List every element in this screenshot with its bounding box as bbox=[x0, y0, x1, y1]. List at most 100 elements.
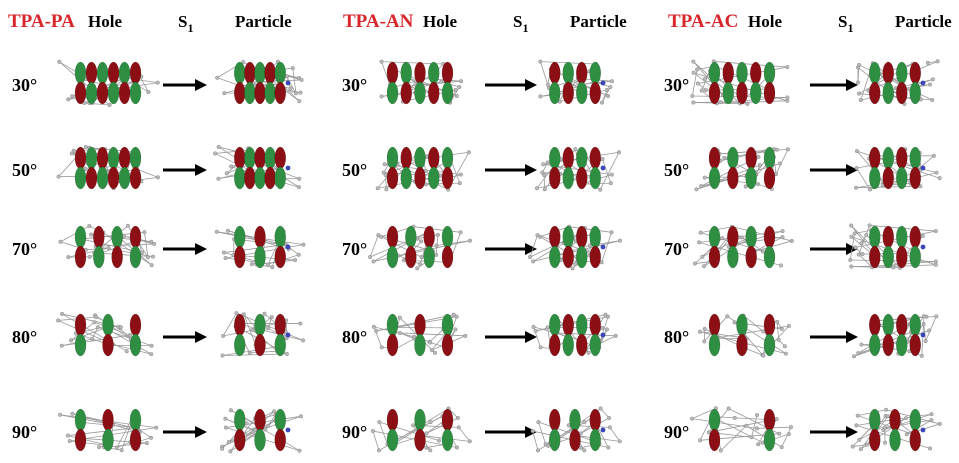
orbital-lobe bbox=[414, 408, 426, 432]
orbital-lobe bbox=[441, 61, 454, 85]
orbital-lobe bbox=[763, 81, 776, 105]
orbital-lobe bbox=[549, 408, 561, 432]
orbital-lobe bbox=[386, 245, 399, 269]
orbital-lobe bbox=[882, 81, 894, 105]
nitrogen-atom bbox=[285, 332, 291, 338]
right-arrow-icon bbox=[485, 243, 537, 255]
orbital-lobe bbox=[102, 408, 114, 432]
right-arrow-icon bbox=[163, 164, 207, 176]
orbital-density-icon bbox=[848, 223, 938, 270]
orbital-lobe bbox=[129, 166, 142, 190]
orbital-lobe bbox=[386, 81, 399, 105]
row-1-1: 30° bbox=[12, 59, 304, 107]
orbital-lobe bbox=[869, 81, 881, 105]
orbital-density-icon bbox=[379, 59, 464, 105]
orbital-lobe bbox=[589, 81, 601, 105]
panel-title: TPA-PA bbox=[8, 11, 75, 32]
orbital-lobe bbox=[74, 146, 87, 170]
right-arrow-icon bbox=[810, 79, 858, 91]
orbital-lobe bbox=[763, 61, 776, 85]
orbital-lobe bbox=[562, 313, 574, 337]
orbital-lobe bbox=[727, 146, 739, 170]
orbital-lobe bbox=[264, 81, 276, 105]
orbital-lobe bbox=[562, 245, 574, 269]
orbital-lobe bbox=[414, 313, 426, 337]
state-header: S1 bbox=[838, 12, 853, 35]
orbital-lobe bbox=[85, 166, 98, 190]
atom-skeleton bbox=[56, 144, 160, 191]
orbital-lobe bbox=[763, 146, 776, 170]
orbital-lobe bbox=[727, 166, 739, 190]
orbital-lobe bbox=[562, 81, 574, 105]
orbital-lobe bbox=[896, 225, 908, 249]
orbital-lobe bbox=[274, 333, 286, 357]
orbital-lobe bbox=[274, 225, 286, 249]
orbital-lobe bbox=[264, 61, 276, 85]
panel-header-1: TPA-PA Hole S1 Particle bbox=[8, 11, 292, 35]
nitrogen-atom bbox=[600, 244, 606, 250]
nitrogen-atom bbox=[285, 80, 291, 86]
orbital-lobe bbox=[441, 428, 454, 452]
angle-label: 80° bbox=[342, 327, 367, 347]
orbital-density-icon bbox=[220, 311, 306, 358]
orbital-lobe bbox=[562, 61, 574, 85]
orbital-lobe bbox=[722, 61, 734, 85]
orbital-lobe bbox=[254, 81, 266, 105]
angle-label: 30° bbox=[342, 75, 367, 95]
orbital-lobe bbox=[129, 61, 142, 85]
orbital-lobe bbox=[423, 225, 435, 249]
nitrogen-atom bbox=[285, 427, 291, 433]
orbital-density-icon bbox=[370, 406, 472, 453]
orbital-lobe bbox=[254, 61, 266, 85]
orbital-lobe bbox=[129, 81, 142, 105]
orbital-lobe bbox=[549, 146, 561, 170]
orbital-lobe bbox=[589, 166, 601, 190]
orbital-lobe bbox=[909, 408, 921, 432]
orbital-lobe bbox=[118, 81, 131, 105]
right-arrow-icon bbox=[810, 331, 858, 343]
orbital-lobe bbox=[562, 333, 574, 357]
orbital-lobe bbox=[74, 81, 87, 105]
orbital-lobe bbox=[569, 428, 581, 452]
orbital-lobe bbox=[909, 61, 921, 85]
orbital-lobe bbox=[549, 61, 561, 85]
orbital-lobe bbox=[74, 225, 87, 249]
angle-label: 90° bbox=[664, 422, 689, 442]
orbital-lobe bbox=[244, 166, 256, 190]
right-arrow-icon bbox=[163, 331, 207, 343]
panel-title: TPA-AC bbox=[668, 11, 738, 32]
orbital-lobe bbox=[234, 166, 246, 190]
angle-label: 80° bbox=[12, 327, 37, 347]
orbital-lobe bbox=[85, 81, 98, 105]
orbital-density-icon bbox=[850, 407, 942, 452]
orbital-lobe bbox=[549, 81, 561, 105]
orbital-density-icon bbox=[854, 146, 942, 192]
orbital-lobe bbox=[763, 428, 776, 452]
row-1-4: 80° bbox=[12, 311, 306, 358]
row-2-3: 70° bbox=[342, 224, 622, 271]
row-1-2: 50° bbox=[12, 144, 302, 191]
atom-skeleton bbox=[57, 59, 160, 107]
nitrogen-atom bbox=[600, 332, 606, 338]
orbital-lobe bbox=[74, 166, 87, 190]
orbital-lobe bbox=[274, 245, 286, 269]
right-arrow-icon bbox=[163, 79, 207, 91]
orbital-lobe bbox=[589, 225, 601, 249]
orbital-lobe bbox=[234, 225, 246, 249]
orbital-lobe bbox=[264, 146, 276, 170]
orbital-lobe bbox=[869, 166, 881, 190]
nitrogen-atom bbox=[600, 427, 606, 433]
orbital-lobe bbox=[909, 333, 921, 357]
row-3-5: 90° bbox=[664, 406, 942, 453]
orbital-density-icon bbox=[531, 312, 618, 357]
orbital-lobe bbox=[274, 428, 286, 452]
right-arrow-icon bbox=[485, 164, 537, 176]
orbital-lobe bbox=[400, 146, 412, 170]
orbital-lobe bbox=[736, 61, 748, 85]
orbital-lobe bbox=[889, 408, 901, 432]
orbital-lobe bbox=[882, 61, 894, 85]
orbital-lobe bbox=[428, 81, 440, 105]
row-2-4: 80° bbox=[342, 312, 618, 357]
orbital-lobe bbox=[708, 428, 721, 452]
orbital-lobe bbox=[896, 81, 908, 105]
